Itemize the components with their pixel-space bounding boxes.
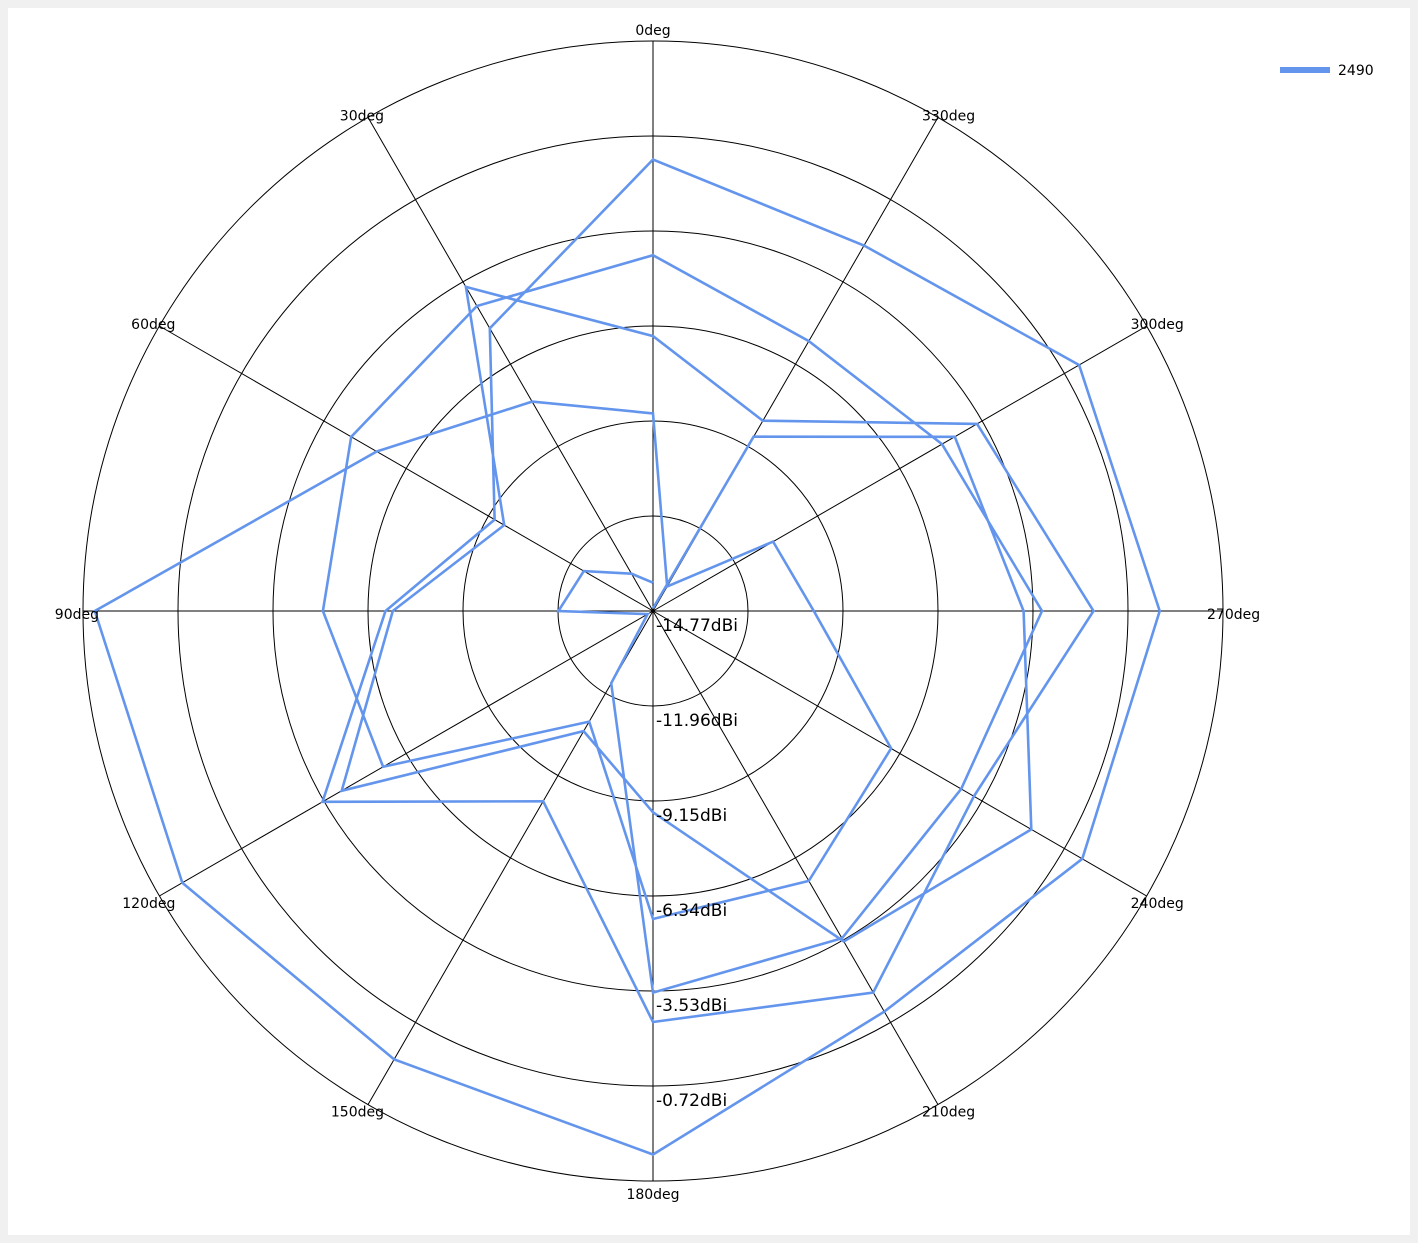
grid-spoke	[652, 610, 939, 1105]
angle-tick-label: 240deg	[1131, 896, 1184, 912]
angle-tick-label: 330deg	[922, 108, 975, 124]
grid-spoke	[159, 610, 654, 897]
angle-tick-label: 210deg	[922, 1105, 975, 1121]
grid-spoke	[652, 325, 1147, 612]
plot-area	[8, 8, 1410, 1235]
radial-tick-label: -3.53dBi	[656, 996, 727, 1016]
grid-spoke	[367, 117, 654, 612]
angle-tick-label: 30deg	[340, 108, 384, 124]
series-line	[93, 157, 1162, 1156]
angle-tick-label: 120deg	[122, 896, 175, 912]
legend: 2490	[1280, 63, 1374, 79]
label-layer: 0deg 30deg 60deg 90deg 120deg 150deg 180deg 210…	[55, 23, 1260, 1203]
angle-tick-label: 180deg	[626, 1187, 679, 1203]
series-layer	[93, 157, 1162, 1156]
angle-tick-label: 60deg	[131, 317, 175, 333]
polar-grid	[82, 40, 1224, 1182]
angle-tick-label: 90deg	[55, 607, 99, 623]
grid-spoke	[652, 610, 1147, 897]
grid-spoke	[367, 610, 654, 1105]
angle-tick-label: 150deg	[331, 1105, 384, 1121]
radial-tick-label: -14.77dBi	[656, 616, 738, 636]
grid-spoke	[159, 325, 654, 612]
radial-tick-label: -11.96dBi	[656, 711, 738, 731]
radial-tick-label: -6.34dBi	[656, 901, 727, 921]
angle-tick-label: 270deg	[1207, 607, 1260, 623]
radial-tick-label: -9.15dBi	[656, 806, 727, 826]
angle-tick-label: 0deg	[635, 23, 670, 39]
legend-entry-label: 2490	[1338, 63, 1374, 79]
angle-tick-label: 300deg	[1131, 317, 1184, 333]
radial-tick-label: -0.72dBi	[656, 1091, 727, 1111]
